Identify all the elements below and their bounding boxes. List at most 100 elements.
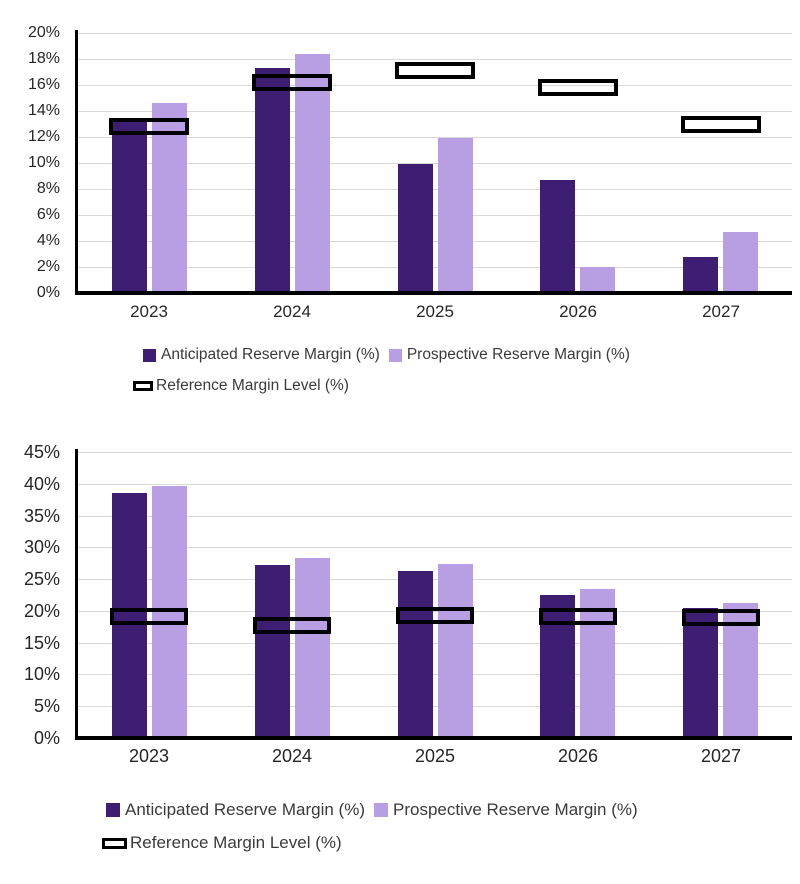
reference-margin-box-2023 <box>110 608 188 625</box>
reference-series-label: Reference Margin Level (%) <box>130 833 342 852</box>
gridline <box>78 33 792 34</box>
prospective-bar-2025 <box>438 564 473 738</box>
x-axis-label-2024: 2024 <box>273 302 311 321</box>
gridline <box>78 484 792 485</box>
y-axis-tick-label: 12% <box>27 128 60 145</box>
y-axis-tick-label: 40% <box>23 474 60 494</box>
reference-box-swatch-icon <box>133 381 153 391</box>
reference-margin-box-2024 <box>252 74 332 91</box>
anticipated-series-label: Anticipated Reserve Margin (%) <box>161 346 380 363</box>
anticipated-series-swatch-icon <box>106 803 120 817</box>
prospective-bar-2027 <box>723 232 758 293</box>
gridline <box>78 547 792 548</box>
reference-series-label: Reference Margin Level (%) <box>156 377 349 394</box>
x-axis-label-2024: 2024 <box>271 746 313 766</box>
y-axis-tick-label: 16% <box>27 76 60 93</box>
y-axis-tick-label: 20% <box>23 601 60 621</box>
y-axis-tick-label: 45% <box>23 442 60 462</box>
gridline <box>78 579 792 580</box>
gridline <box>78 516 792 517</box>
y-axis-line <box>75 30 78 295</box>
gridline <box>78 643 792 644</box>
anticipated-series-swatch-icon <box>143 348 156 362</box>
gridline <box>78 189 792 190</box>
y-axis-tick-label: 30% <box>23 537 60 557</box>
y-axis-tick-label: 10% <box>27 154 60 171</box>
bottom-chart-legend: Anticipated Reserve Margin (%) Prospecti… <box>0 800 800 853</box>
legend-row: Anticipated Reserve Margin (%) Prospecti… <box>106 800 800 820</box>
x-axis-label-2027: 2027 <box>700 746 742 766</box>
anticipated-bar-2027 <box>683 608 718 738</box>
prospective-series-swatch-icon <box>373 803 388 817</box>
y-axis-tick-label: 5% <box>33 696 60 716</box>
reference-margin-box-2025 <box>395 62 475 79</box>
anticipated-series-label: Anticipated Reserve Margin (%) <box>125 800 365 819</box>
x-axis-line <box>75 291 792 295</box>
gridline <box>78 163 792 164</box>
x-axis-label-2023: 2023 <box>130 302 168 321</box>
gridline <box>78 452 792 453</box>
legend-row: Reference Margin Level (%) <box>133 377 800 395</box>
reference-margin-box-2024 <box>253 617 331 634</box>
reference-margin-box-2027 <box>682 609 760 626</box>
anticipated-bar-2024 <box>255 565 290 738</box>
prospective-bar-2024 <box>295 558 330 738</box>
x-axis-label-2026: 2026 <box>559 302 597 321</box>
legend-entry-reference: Reference Margin Level (%) <box>133 377 349 395</box>
prospective-bar-2026 <box>580 267 615 293</box>
prospective-bar-2023 <box>152 486 187 738</box>
anticipated-bar-2023 <box>112 493 147 738</box>
prospective-bar-2025 <box>438 138 473 293</box>
legend-entry-anticipated: Anticipated Reserve Margin (%) <box>106 800 365 820</box>
anticipated-bar-2024 <box>255 68 290 293</box>
x-axis-label-2026: 2026 <box>557 746 599 766</box>
x-axis-label-2023: 2023 <box>128 746 170 766</box>
gridline <box>78 137 792 138</box>
y-axis-tick-label: 14% <box>27 102 60 119</box>
y-axis-tick-label: 20% <box>27 24 60 41</box>
anticipated-bar-2025 <box>398 164 433 293</box>
reference-box-swatch-icon <box>102 837 127 849</box>
y-axis-tick-label: 2% <box>36 258 60 275</box>
y-axis-tick-label: 6% <box>36 206 60 223</box>
x-axis-line <box>75 736 792 740</box>
y-axis-tick-label: 0% <box>33 728 60 748</box>
y-axis-tick-label: 15% <box>23 633 60 653</box>
prospective-series-label: Prospective Reserve Margin (%) <box>406 346 630 363</box>
gridline <box>78 674 792 675</box>
y-axis-tick-label: 35% <box>23 506 60 526</box>
gridline <box>78 706 792 707</box>
anticipated-bar-2025 <box>398 571 433 738</box>
y-axis-tick-label: 8% <box>36 180 60 197</box>
prospective-series-swatch-icon <box>388 348 402 362</box>
top-chart-legend: Anticipated Reserve Margin (%) Prospecti… <box>0 346 800 395</box>
legend-entry-anticipated: Anticipated Reserve Margin (%) <box>143 346 380 364</box>
reference-margin-box-2026 <box>539 608 617 625</box>
y-axis-tick-label: 4% <box>36 232 60 249</box>
y-axis-tick-label: 10% <box>23 664 60 684</box>
gridline <box>78 59 792 60</box>
legend-entry-prospective: Prospective Reserve Margin (%) <box>388 346 630 364</box>
y-axis-tick-label: 18% <box>27 50 60 67</box>
y-axis-tick-label: 0% <box>36 284 60 301</box>
x-axis-label-2025: 2025 <box>414 746 456 766</box>
gridline <box>78 215 792 216</box>
reference-margin-box-2025 <box>396 607 474 624</box>
reference-margin-box-2027 <box>681 116 761 133</box>
legend-entry-reference: Reference Margin Level (%) <box>102 833 342 853</box>
gridline <box>78 611 792 612</box>
gridline <box>78 85 792 86</box>
legend-row: Anticipated Reserve Margin (%) Prospecti… <box>143 346 800 364</box>
legend-entry-prospective: Prospective Reserve Margin (%) <box>373 800 638 820</box>
x-axis-label-2027: 2027 <box>702 302 740 321</box>
reference-margin-box-2026 <box>538 79 618 96</box>
y-axis-tick-label: 25% <box>23 569 60 589</box>
anticipated-bar-2026 <box>540 180 575 293</box>
anticipated-bar-2023 <box>112 121 147 293</box>
gridline <box>78 241 792 242</box>
prospective-bar-2024 <box>295 54 330 293</box>
reference-margin-box-2023 <box>109 118 189 135</box>
